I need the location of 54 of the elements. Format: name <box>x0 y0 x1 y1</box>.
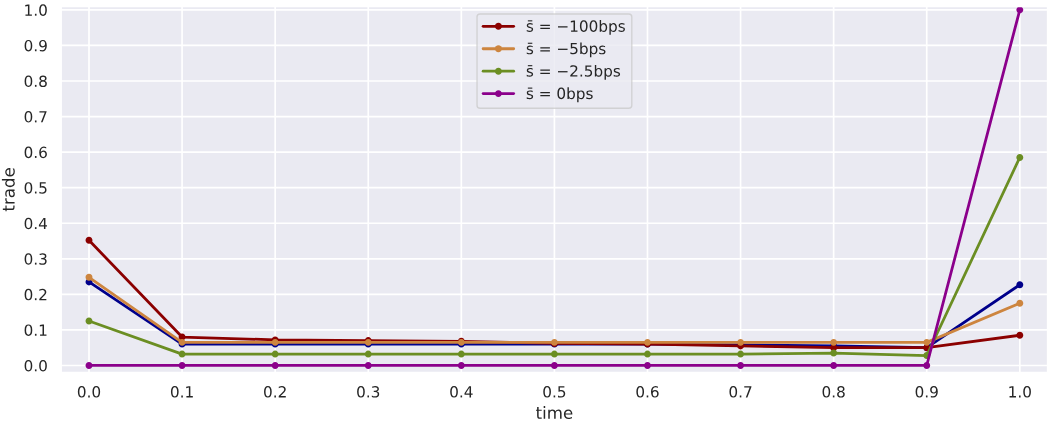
x-tick-label: 0.0 <box>77 386 101 398</box>
y-tick-label: 0.6 <box>24 146 47 159</box>
point <box>1016 153 1024 161</box>
x-tick-label: 0.7 <box>729 386 752 398</box>
point <box>85 236 93 244</box>
legend-label: s̄ = 0bps <box>526 87 593 103</box>
point <box>644 362 651 369</box>
legend-label: s̄ = −5bps <box>526 42 606 58</box>
point <box>830 362 838 369</box>
x-tick-label: 0.3 <box>357 386 380 398</box>
point <box>923 362 931 369</box>
point <box>85 362 93 369</box>
point <box>1016 331 1024 339</box>
legend-label: s̄ = −2.5bps <box>526 64 621 80</box>
point <box>550 362 558 369</box>
y-tick-label: 0.5 <box>24 182 47 194</box>
y-tick-label: 0.9 <box>24 39 47 52</box>
y-tick-label: 0.2 <box>24 288 47 301</box>
y-axis-title: trade <box>1 168 15 212</box>
point <box>364 350 372 358</box>
point <box>457 350 465 358</box>
point <box>271 350 279 358</box>
point <box>178 362 186 369</box>
legend-label: s̄ = −100bps <box>526 20 625 35</box>
point <box>830 349 838 357</box>
y-tick-label: 0.3 <box>24 253 47 265</box>
point <box>737 362 745 369</box>
point <box>923 338 931 346</box>
x-tick-label: 0.6 <box>636 386 659 398</box>
x-tick-label: 0.4 <box>450 386 473 398</box>
x-tick-label: 0.9 <box>915 386 938 398</box>
x-tick-label: 0.2 <box>264 386 286 398</box>
point <box>1016 6 1024 14</box>
point <box>1016 299 1024 307</box>
point <box>1016 281 1024 289</box>
point <box>737 350 745 358</box>
point <box>271 362 279 369</box>
x-tick-label: 0.1 <box>170 386 193 398</box>
y-tick-label: 0.1 <box>24 324 47 336</box>
point <box>364 362 372 369</box>
point <box>644 350 651 358</box>
x-tick-label: 1.0 <box>1009 386 1031 398</box>
y-tick-label: 1.0 <box>25 4 47 16</box>
point <box>457 362 465 369</box>
y-tick-label: 0.4 <box>24 217 48 230</box>
point <box>830 338 838 346</box>
y-tick-label: 0.8 <box>24 75 47 88</box>
y-tick-label: 0.0 <box>24 359 47 372</box>
y-tick-label: 0.7 <box>24 111 47 123</box>
x-tick-label: 0.8 <box>822 386 845 398</box>
point <box>85 273 93 281</box>
x-axis-title: time <box>536 406 573 420</box>
point <box>550 350 558 358</box>
x-tick-label: 0.5 <box>543 386 566 398</box>
